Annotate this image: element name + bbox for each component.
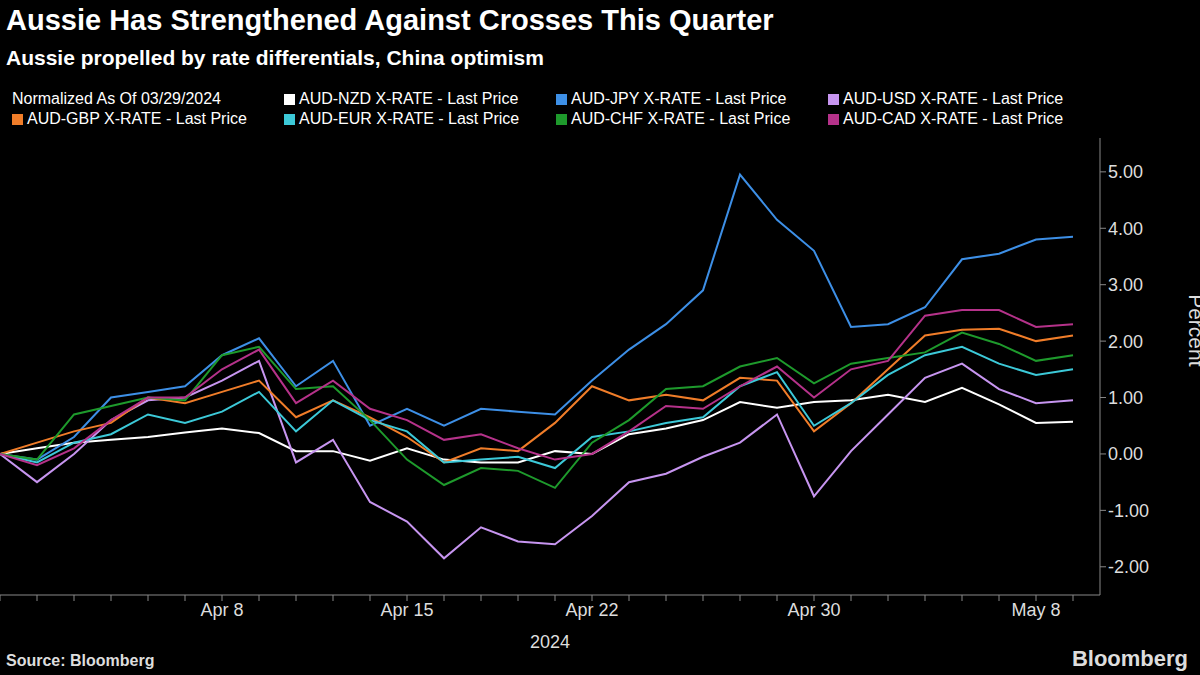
html-text:AUD-CAD X-RATE - Last Price: AUD-CAD X-RATE - Last Price [843, 110, 1064, 127]
svg-text:5.00: 5.00 [1108, 162, 1143, 182]
svg-text:0.00: 0.00 [1108, 444, 1143, 464]
svg-text:-1.00: -1.00 [1108, 501, 1149, 521]
svg-text:4.00: 4.00 [1108, 219, 1143, 239]
html-text:Source: Bloomberg: Source: Bloomberg [6, 652, 155, 669]
html-text:AUD-CHF X-RATE - Last Price: AUD-CHF X-RATE - Last Price [571, 110, 791, 127]
html-text:AUD-GBP X-RATE - Last Price: AUD-GBP X-RATE - Last Price [27, 110, 247, 127]
svg-text:Apr 22: Apr 22 [565, 600, 618, 620]
html-text:AUD-USD X-RATE - Last Price: AUD-USD X-RATE - Last Price [843, 90, 1064, 107]
html-text:Normalized As Of 03/29/2024: Normalized As Of 03/29/2024 [12, 90, 221, 107]
html-text:AUD-JPY X-RATE - Last Price: AUD-JPY X-RATE - Last Price [571, 90, 787, 107]
html-text:AUD-EUR X-RATE - Last Price: AUD-EUR X-RATE - Last Price [299, 110, 520, 127]
svg-text:1.00: 1.00 [1108, 388, 1143, 408]
svg-text:May 8: May 8 [1011, 600, 1060, 620]
svg-text:Apr 8: Apr 8 [200, 600, 243, 620]
html-text:Aussie Has Strengthened Agains: Aussie Has Strengthened Against Crosses … [6, 4, 774, 36]
html-text:Aussie propelled by rate diffe: Aussie propelled by rate differentials, … [6, 46, 544, 69]
svg-text:Percent: Percent [1185, 294, 1192, 367]
svg-text:3.00: 3.00 [1108, 275, 1143, 295]
svg-text:2.00: 2.00 [1108, 332, 1143, 352]
svg-text:Apr 15: Apr 15 [380, 600, 433, 620]
svg-text:Apr 30: Apr 30 [787, 600, 840, 620]
html-text:AUD-NZD X-RATE - Last Price: AUD-NZD X-RATE - Last Price [299, 90, 519, 107]
svg-text:-2.00: -2.00 [1108, 557, 1149, 577]
svg-text:2024: 2024 [530, 632, 570, 650]
html-text:Bloomberg: Bloomberg [1071, 646, 1188, 671]
